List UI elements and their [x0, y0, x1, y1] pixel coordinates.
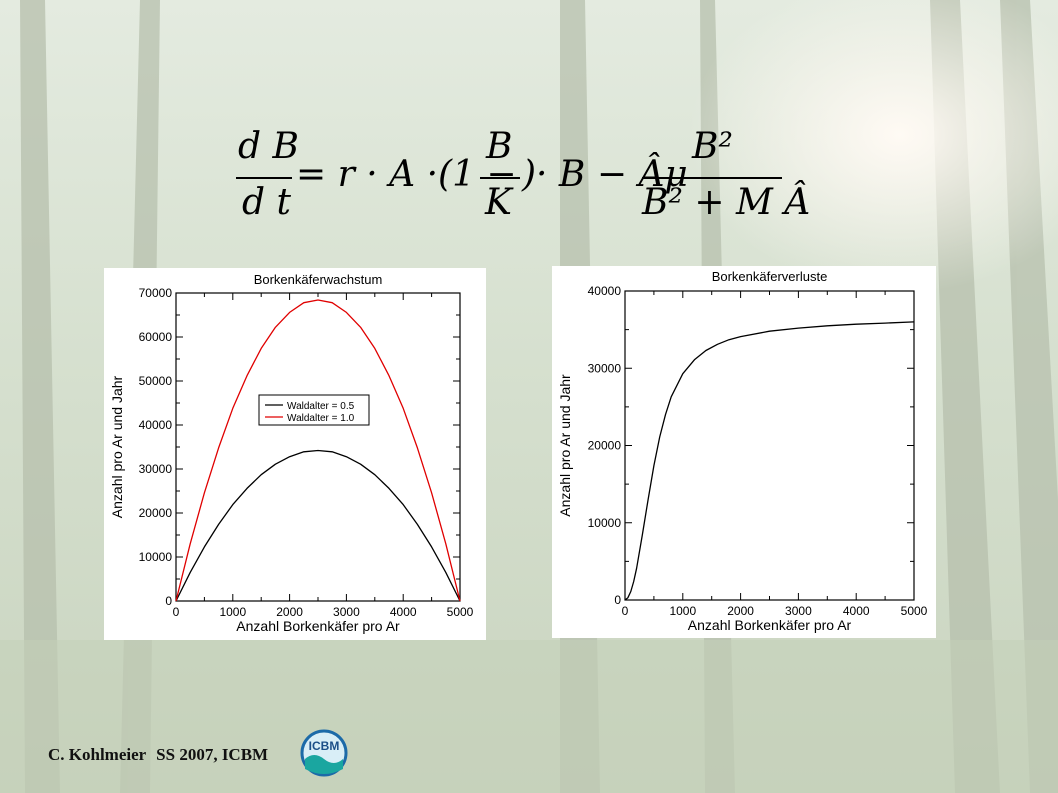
legend-box [258, 394, 370, 426]
y-tick-label: 60000 [139, 330, 173, 344]
x-tick-label: 3000 [785, 604, 812, 618]
chart-title: Borkenkäferverluste [712, 269, 828, 284]
y-axis-label: Anzahl pro Ar und Jahr [557, 374, 573, 517]
x-tick-label: 5000 [901, 604, 928, 618]
formula-middle: = r · A ·(1 − [296, 154, 517, 195]
series-line [175, 299, 461, 602]
y-tick-label: 20000 [139, 506, 173, 520]
formula-fraction2-numerator: B [486, 126, 513, 167]
x-tick-label: 5000 [447, 605, 474, 619]
formula-fraction3-numerator: B² [692, 126, 733, 167]
y-tick-label: 70000 [139, 286, 173, 300]
x-tick-label: 0 [173, 605, 180, 619]
ticks [624, 290, 915, 601]
logo-text: ICBM [309, 739, 340, 753]
footer-author: C. Kohlmeier [48, 745, 146, 764]
legend-entry: Waldalter = 1.0 [287, 413, 355, 424]
x-tick-label: 4000 [843, 604, 870, 618]
x-tick-label: 0 [622, 604, 629, 618]
footer-course: SS 2007, ICBM [156, 745, 269, 764]
formula-lhs-denominator: d t [242, 182, 291, 223]
x-tick-label: 2000 [276, 605, 303, 619]
chart-panel-growth: 0 1000 2000 3000 4000 5000 0 10000 20000 30000 400… [104, 268, 486, 640]
differential-equation: d B d t = r · A ·(1 − B K )· B − Âμ B² B… [230, 118, 810, 230]
ticks [175, 292, 461, 602]
series-line [624, 321, 915, 601]
formula-lhs-numerator: d B [238, 126, 299, 167]
x-axis-label: Anzahl Borkenkäfer pro Ar [236, 618, 400, 634]
y-tick-label: 0 [165, 594, 172, 608]
y-axis-label: Anzahl pro Ar und Jahr [109, 375, 125, 518]
legend-entry: Waldalter = 0.5 [287, 401, 355, 412]
footer-credit: C. Kohlmeier SS 2007, ICBM [48, 745, 268, 765]
y-tick-label: 10000 [588, 516, 622, 530]
y-tick-label: 40000 [588, 284, 622, 298]
formula-fraction3-bar [642, 177, 782, 179]
chart-growth: 0 1000 2000 3000 4000 50000100002000030000400… [109, 272, 474, 634]
x-tick-label: 3000 [333, 605, 360, 619]
x-tick-label: 4000 [390, 605, 417, 619]
chart-losses: 0 1000 2000 3000 4000 5000 0 10000 20000 30000 400… [557, 269, 928, 633]
y-tick-label: 10000 [139, 550, 173, 564]
x-tick-label: 1000 [669, 604, 696, 618]
formula-fraction3-denominator: B² + M Â [642, 182, 811, 223]
formula-lhs-fraction-bar [236, 177, 292, 179]
y-tick-label: 20000 [588, 439, 622, 453]
chart-panel-losses: 0 1000 2000 3000 4000 5000 0 10000 20000 30000 400… [552, 266, 936, 638]
x-tick-label: 2000 [727, 604, 754, 618]
y-tick-label: 50000 [139, 374, 173, 388]
formula-fraction2-denominator: K [485, 182, 512, 223]
y-tick-label: 0 [614, 593, 621, 607]
formula-fraction2-bar [480, 177, 520, 179]
chart-title: Borkenkäferwachstum [254, 272, 383, 287]
formula-middle2: )· B − Âμ [522, 154, 688, 195]
icbm-logo-icon: ICBM [300, 729, 348, 777]
x-tick-label: 1000 [219, 605, 246, 619]
y-tick-label: 30000 [139, 462, 173, 476]
plot-frame [624, 290, 915, 601]
series-line [175, 449, 461, 602]
x-axis-label: Anzahl Borkenkäfer pro Ar [688, 617, 852, 633]
y-tick-label: 40000 [139, 418, 173, 432]
y-tick-label: 30000 [588, 361, 622, 375]
